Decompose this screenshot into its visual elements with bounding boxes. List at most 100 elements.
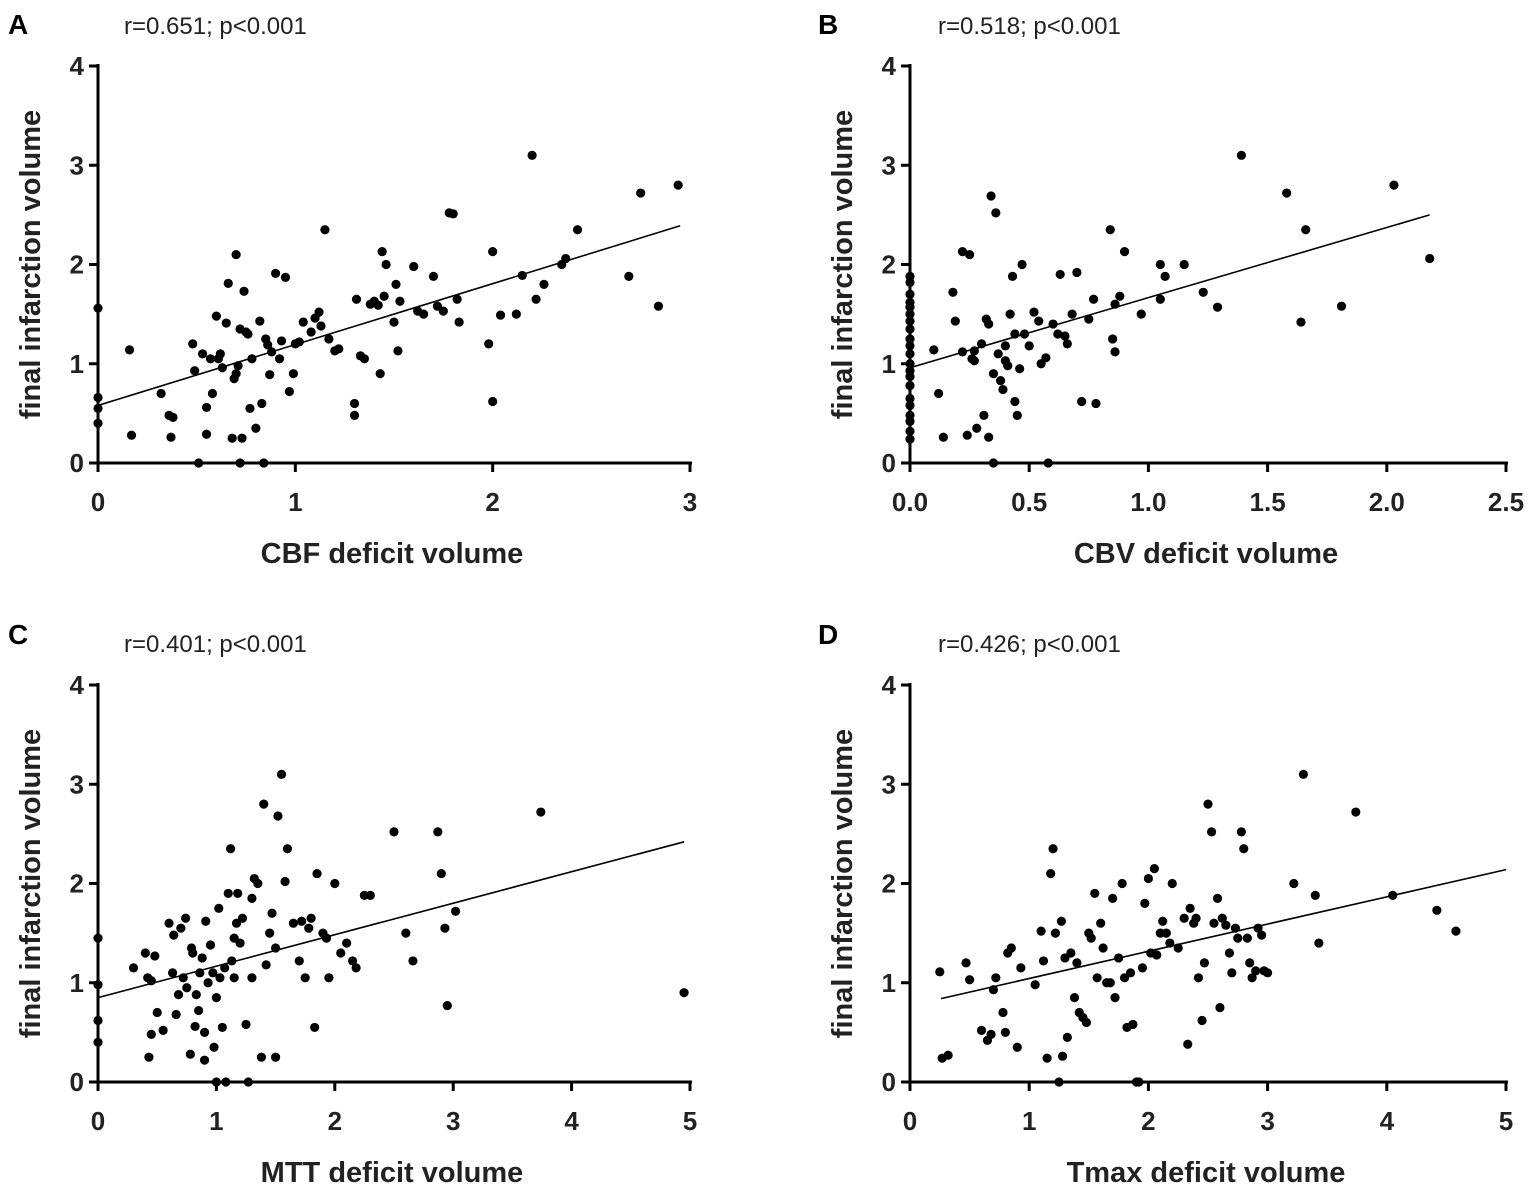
data-point [957, 347, 968, 357]
data-point [1010, 396, 1020, 407]
data-point [342, 938, 352, 948]
data-point [146, 976, 156, 986]
data-point [986, 1029, 996, 1039]
data-point [1206, 827, 1217, 837]
data-point [624, 271, 634, 282]
data-point [195, 968, 205, 978]
data-point [1137, 963, 1148, 973]
data-point [1185, 903, 1195, 913]
data-point [233, 361, 243, 371]
data-point [251, 423, 261, 433]
x-tick-label: 5 [683, 1106, 697, 1136]
data-point [93, 403, 103, 414]
y-tick-label: 0 [882, 1067, 896, 1097]
data-point [988, 369, 999, 379]
data-point [653, 301, 664, 311]
data-point [957, 246, 968, 257]
data-point [282, 844, 293, 854]
data-point [1081, 1017, 1092, 1028]
data-point [214, 903, 224, 913]
data-point [440, 923, 450, 933]
data-point [178, 973, 188, 983]
data-point [150, 951, 160, 961]
data-point [391, 279, 401, 289]
data-point [1191, 913, 1201, 923]
data-point [124, 345, 135, 355]
data-point [1212, 893, 1223, 903]
data-point [93, 1015, 103, 1026]
data-point [1012, 1042, 1022, 1052]
data-point [1179, 259, 1189, 270]
data-point [253, 878, 263, 889]
data-point [1062, 339, 1072, 349]
data-point [1110, 347, 1120, 357]
data-point [1041, 353, 1051, 363]
data-point [197, 349, 208, 359]
data-point [1030, 980, 1040, 990]
data-point [1193, 973, 1204, 983]
data-point [673, 180, 683, 190]
correlation-annotation: r=0.426; p<0.001 [938, 631, 1121, 658]
y-tick-label: 1 [882, 968, 896, 998]
data-point [181, 913, 191, 923]
data-point [572, 225, 583, 235]
data-point [484, 339, 494, 349]
y-tick-label: 0 [882, 448, 896, 478]
data-point [495, 310, 506, 320]
data-point [267, 347, 277, 357]
data-point [905, 334, 915, 344]
data-point [176, 923, 186, 933]
data-point [226, 844, 236, 854]
data-point [215, 349, 225, 359]
y-tick-label: 1 [70, 968, 84, 998]
data-point [336, 948, 346, 958]
data-point [324, 973, 334, 983]
data-point [1167, 878, 1177, 889]
data-point [993, 349, 1003, 359]
data-point [245, 403, 255, 414]
data-point [128, 963, 139, 973]
data-point [1066, 948, 1076, 958]
x-tick-label: 1.0 [1130, 487, 1166, 517]
data-point [156, 388, 166, 399]
data-point [1215, 1002, 1225, 1013]
data-point [1233, 933, 1243, 943]
data-point [1183, 1039, 1193, 1049]
data-point [1110, 993, 1120, 1003]
data-point [231, 369, 241, 379]
data-point [1209, 918, 1219, 928]
data-point [1253, 923, 1263, 933]
panel-label: A [8, 9, 28, 40]
data-point [1054, 1077, 1064, 1087]
data-point [1432, 905, 1442, 915]
data-point [436, 868, 446, 879]
x-tick-label: 3 [1260, 1106, 1274, 1136]
y-tick-label: 3 [882, 150, 896, 180]
data-point [1298, 769, 1308, 779]
data-point [347, 956, 358, 966]
data-point [679, 988, 689, 998]
data-point [359, 354, 369, 364]
data-point [237, 433, 247, 443]
data-point [539, 279, 549, 289]
data-point [1119, 246, 1130, 257]
x-tick-label: 4 [564, 1106, 579, 1136]
data-point [324, 334, 334, 344]
data-point [334, 344, 344, 354]
data-point [905, 316, 915, 326]
correlation-annotation: r=0.401; p<0.001 [124, 631, 307, 658]
data-point [969, 356, 979, 366]
data-point [950, 316, 960, 326]
data-point [201, 402, 212, 413]
data-point [205, 354, 216, 364]
data-point [1034, 316, 1044, 326]
data-point [259, 458, 269, 468]
data-point [1005, 309, 1015, 319]
data-point [1161, 928, 1171, 938]
data-point [284, 386, 295, 397]
y-axis-title: final infarction volume [827, 729, 859, 1038]
data-point [215, 973, 225, 983]
data-point [1048, 844, 1058, 854]
data-point [185, 1049, 195, 1059]
